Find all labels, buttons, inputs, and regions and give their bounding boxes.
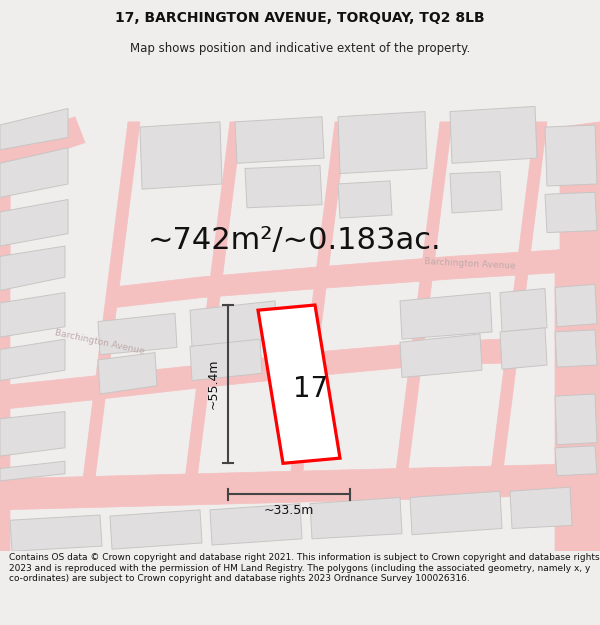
Polygon shape	[338, 181, 392, 218]
Polygon shape	[245, 166, 322, 208]
Polygon shape	[0, 199, 68, 246]
Polygon shape	[258, 305, 340, 463]
Text: Barchington Avenue: Barchington Avenue	[424, 257, 516, 271]
Polygon shape	[395, 122, 452, 479]
Polygon shape	[0, 463, 600, 510]
Polygon shape	[545, 125, 597, 186]
Polygon shape	[310, 498, 402, 539]
Text: Barchington Avenue: Barchington Avenue	[55, 328, 146, 356]
Text: ~742m²/~0.183ac.: ~742m²/~0.183ac.	[148, 226, 442, 256]
Polygon shape	[140, 122, 222, 189]
Polygon shape	[235, 117, 324, 163]
Text: ~55.4m: ~55.4m	[207, 359, 220, 409]
Polygon shape	[210, 504, 302, 545]
Polygon shape	[190, 339, 262, 381]
Polygon shape	[0, 246, 65, 291]
Polygon shape	[0, 292, 65, 337]
Polygon shape	[555, 446, 597, 476]
Polygon shape	[400, 292, 492, 339]
Polygon shape	[555, 122, 600, 551]
Polygon shape	[490, 122, 547, 479]
Polygon shape	[500, 328, 547, 369]
Polygon shape	[410, 491, 502, 535]
Polygon shape	[555, 284, 597, 327]
Text: Map shows position and indicative extent of the property.: Map shows position and indicative extent…	[130, 42, 470, 55]
Polygon shape	[0, 339, 510, 409]
Polygon shape	[110, 248, 600, 308]
Polygon shape	[0, 122, 80, 272]
Polygon shape	[0, 148, 68, 198]
Text: 17, BARCHINGTON AVENUE, TORQUAY, TQ2 8LB: 17, BARCHINGTON AVENUE, TORQUAY, TQ2 8LB	[115, 11, 485, 25]
Polygon shape	[98, 313, 177, 354]
Text: ~33.5m: ~33.5m	[264, 504, 314, 518]
Polygon shape	[338, 111, 427, 174]
Polygon shape	[83, 122, 140, 479]
Polygon shape	[0, 109, 68, 150]
Polygon shape	[185, 122, 242, 479]
Text: 17: 17	[293, 376, 329, 403]
Polygon shape	[510, 487, 572, 529]
Polygon shape	[450, 106, 537, 163]
Polygon shape	[110, 510, 202, 549]
Polygon shape	[450, 171, 502, 213]
Polygon shape	[555, 394, 597, 445]
Polygon shape	[0, 461, 65, 481]
Polygon shape	[290, 122, 347, 479]
Polygon shape	[0, 412, 65, 456]
Polygon shape	[555, 330, 597, 367]
Text: Contains OS data © Crown copyright and database right 2021. This information is : Contains OS data © Crown copyright and d…	[9, 553, 599, 583]
Polygon shape	[545, 192, 597, 232]
Polygon shape	[98, 352, 157, 394]
Polygon shape	[10, 515, 102, 551]
Polygon shape	[400, 334, 482, 378]
Polygon shape	[0, 339, 65, 381]
Polygon shape	[500, 289, 547, 332]
Polygon shape	[190, 301, 277, 346]
Polygon shape	[0, 117, 85, 551]
